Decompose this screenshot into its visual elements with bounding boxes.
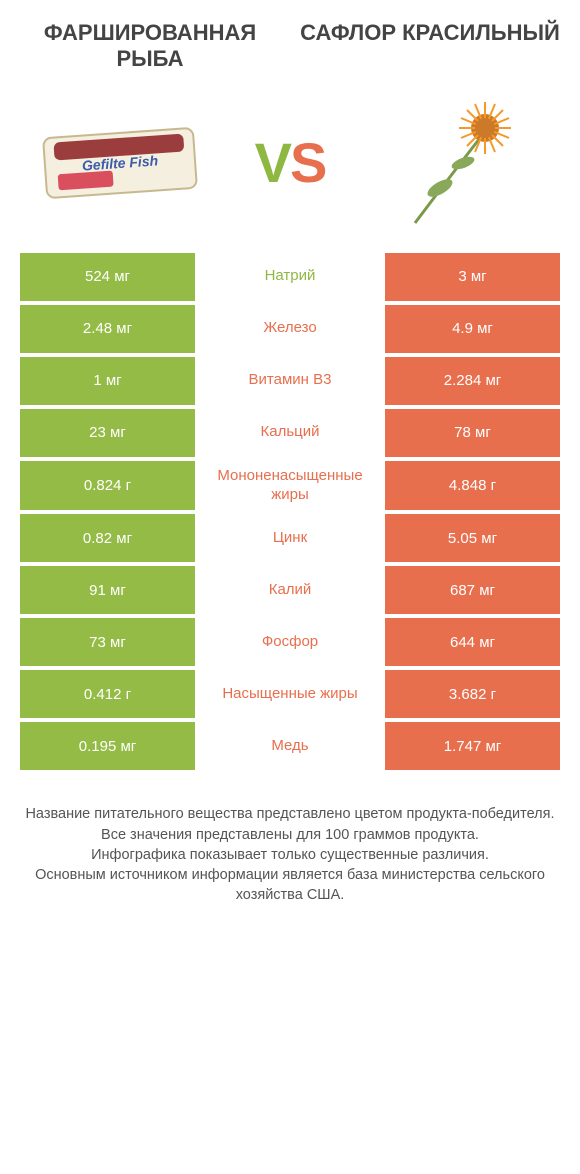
vs-label: VS (255, 130, 326, 195)
nutrient-row: 91 мгКалий687 мг (20, 566, 560, 614)
right-value: 3.682 г (385, 670, 560, 718)
footer-line-3: Инфографика показывает только существенн… (20, 845, 560, 865)
footer-line-4: Основным источником информации является … (20, 865, 560, 906)
right-product-image (370, 93, 550, 233)
nutrient-label: Насыщенные жиры (195, 670, 385, 718)
left-product-image: Gefilte Fish (30, 93, 210, 233)
nutrient-label: Мононенасыщенные жиры (195, 461, 385, 511)
nutrient-row: 2.48 мгЖелезо4.9 мг (20, 305, 560, 353)
gefilte-fish-icon: Gefilte Fish (35, 108, 205, 218)
right-value: 78 мг (385, 409, 560, 457)
left-value: 524 мг (20, 253, 195, 301)
nutrient-label: Фосфор (195, 618, 385, 666)
right-value: 5.05 мг (385, 514, 560, 562)
right-value: 4.848 г (385, 461, 560, 511)
right-product-title: САФЛОР КРАСИЛЬНЫЙ (300, 20, 560, 73)
images-row: Gefilte Fish VS (0, 83, 580, 253)
left-value: 23 мг (20, 409, 195, 457)
left-value: 0.412 г (20, 670, 195, 718)
nutrient-row: 0.82 мгЦинк5.05 мг (20, 514, 560, 562)
left-product-title: ФАРШИРОВАННАЯ РЫБА (20, 20, 280, 73)
right-value: 1.747 мг (385, 722, 560, 770)
footer-line-2: Все значения представлены для 100 граммо… (20, 825, 560, 845)
right-value: 687 мг (385, 566, 560, 614)
nutrient-label: Железо (195, 305, 385, 353)
left-value: 91 мг (20, 566, 195, 614)
left-value: 0.824 г (20, 461, 195, 511)
footer-note: Название питательного вещества представл… (0, 774, 580, 925)
nutrient-row: 73 мгФосфор644 мг (20, 618, 560, 666)
vs-v-letter: V (255, 131, 290, 194)
right-value: 3 мг (385, 253, 560, 301)
left-value: 0.195 мг (20, 722, 195, 770)
nutrient-label: Калий (195, 566, 385, 614)
nutrient-table: 524 мгНатрий3 мг2.48 мгЖелезо4.9 мг1 мгВ… (0, 253, 580, 771)
left-value: 1 мг (20, 357, 195, 405)
right-value: 4.9 мг (385, 305, 560, 353)
nutrient-label: Витамин B3 (195, 357, 385, 405)
nutrient-row: 0.824 гМононенасыщенные жиры4.848 г (20, 461, 560, 511)
nutrient-label: Кальций (195, 409, 385, 457)
left-value: 73 мг (20, 618, 195, 666)
footer-line-1: Название питательного вещества представл… (20, 804, 560, 824)
right-value: 644 мг (385, 618, 560, 666)
header: ФАРШИРОВАННАЯ РЫБА САФЛОР КРАСИЛЬНЫЙ (0, 0, 580, 83)
nutrient-row: 0.195 мгМедь1.747 мг (20, 722, 560, 770)
safflower-icon (385, 93, 535, 233)
left-value: 2.48 мг (20, 305, 195, 353)
nutrient-row: 0.412 гНасыщенные жиры3.682 г (20, 670, 560, 718)
nutrient-row: 23 мгКальций78 мг (20, 409, 560, 457)
vs-s-letter: S (290, 131, 325, 194)
right-value: 2.284 мг (385, 357, 560, 405)
nutrient-label: Медь (195, 722, 385, 770)
left-value: 0.82 мг (20, 514, 195, 562)
nutrient-row: 524 мгНатрий3 мг (20, 253, 560, 301)
nutrient-label: Цинк (195, 514, 385, 562)
nutrient-row: 1 мгВитамин B32.284 мг (20, 357, 560, 405)
nutrient-label: Натрий (195, 253, 385, 301)
